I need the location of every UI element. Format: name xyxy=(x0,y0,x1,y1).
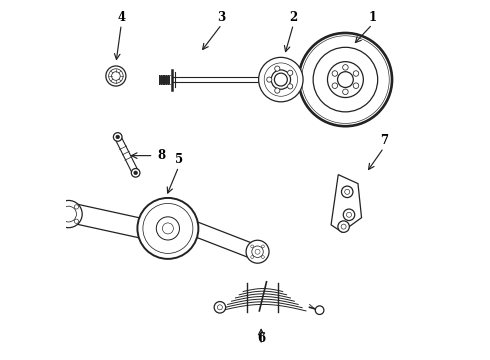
Circle shape xyxy=(218,305,222,310)
Circle shape xyxy=(344,189,350,194)
Circle shape xyxy=(55,201,82,228)
Text: 1: 1 xyxy=(368,11,376,24)
Circle shape xyxy=(353,83,359,89)
Circle shape xyxy=(274,73,287,86)
Circle shape xyxy=(259,57,303,102)
Text: 8: 8 xyxy=(158,149,166,162)
Polygon shape xyxy=(194,221,254,260)
Circle shape xyxy=(343,65,348,70)
Text: 2: 2 xyxy=(289,11,297,24)
Circle shape xyxy=(338,72,353,87)
Circle shape xyxy=(74,205,78,209)
Text: 5: 5 xyxy=(174,153,183,166)
Circle shape xyxy=(332,83,338,89)
Polygon shape xyxy=(53,197,65,206)
Circle shape xyxy=(299,33,392,126)
Circle shape xyxy=(346,212,351,217)
Circle shape xyxy=(262,256,264,258)
Circle shape xyxy=(156,217,179,240)
Text: 3: 3 xyxy=(218,11,226,24)
Circle shape xyxy=(343,209,355,221)
Circle shape xyxy=(109,69,123,83)
Circle shape xyxy=(255,249,260,254)
Circle shape xyxy=(271,70,291,89)
Circle shape xyxy=(267,77,272,82)
Circle shape xyxy=(275,66,280,71)
Circle shape xyxy=(288,84,293,89)
Circle shape xyxy=(134,171,137,175)
Circle shape xyxy=(162,223,173,234)
Polygon shape xyxy=(331,175,362,232)
Circle shape xyxy=(252,246,263,257)
Circle shape xyxy=(106,66,126,86)
Text: 4: 4 xyxy=(117,11,125,24)
Circle shape xyxy=(338,221,349,232)
Text: 7: 7 xyxy=(380,134,388,147)
Circle shape xyxy=(214,302,225,313)
Circle shape xyxy=(137,198,198,259)
Circle shape xyxy=(251,256,254,258)
Text: 6: 6 xyxy=(257,332,265,345)
Circle shape xyxy=(61,206,76,222)
Circle shape xyxy=(131,168,140,177)
Circle shape xyxy=(288,70,293,75)
Circle shape xyxy=(113,133,122,141)
Circle shape xyxy=(262,245,264,248)
Circle shape xyxy=(341,224,346,229)
Polygon shape xyxy=(53,210,65,219)
Circle shape xyxy=(112,72,120,80)
Circle shape xyxy=(251,245,254,248)
Circle shape xyxy=(315,306,324,315)
Polygon shape xyxy=(76,204,142,238)
Circle shape xyxy=(342,186,353,198)
Circle shape xyxy=(246,240,269,263)
Circle shape xyxy=(353,71,359,76)
Circle shape xyxy=(74,219,78,224)
Circle shape xyxy=(116,135,120,139)
Polygon shape xyxy=(53,222,65,231)
Circle shape xyxy=(343,89,348,95)
Circle shape xyxy=(332,71,338,76)
Circle shape xyxy=(275,88,280,93)
